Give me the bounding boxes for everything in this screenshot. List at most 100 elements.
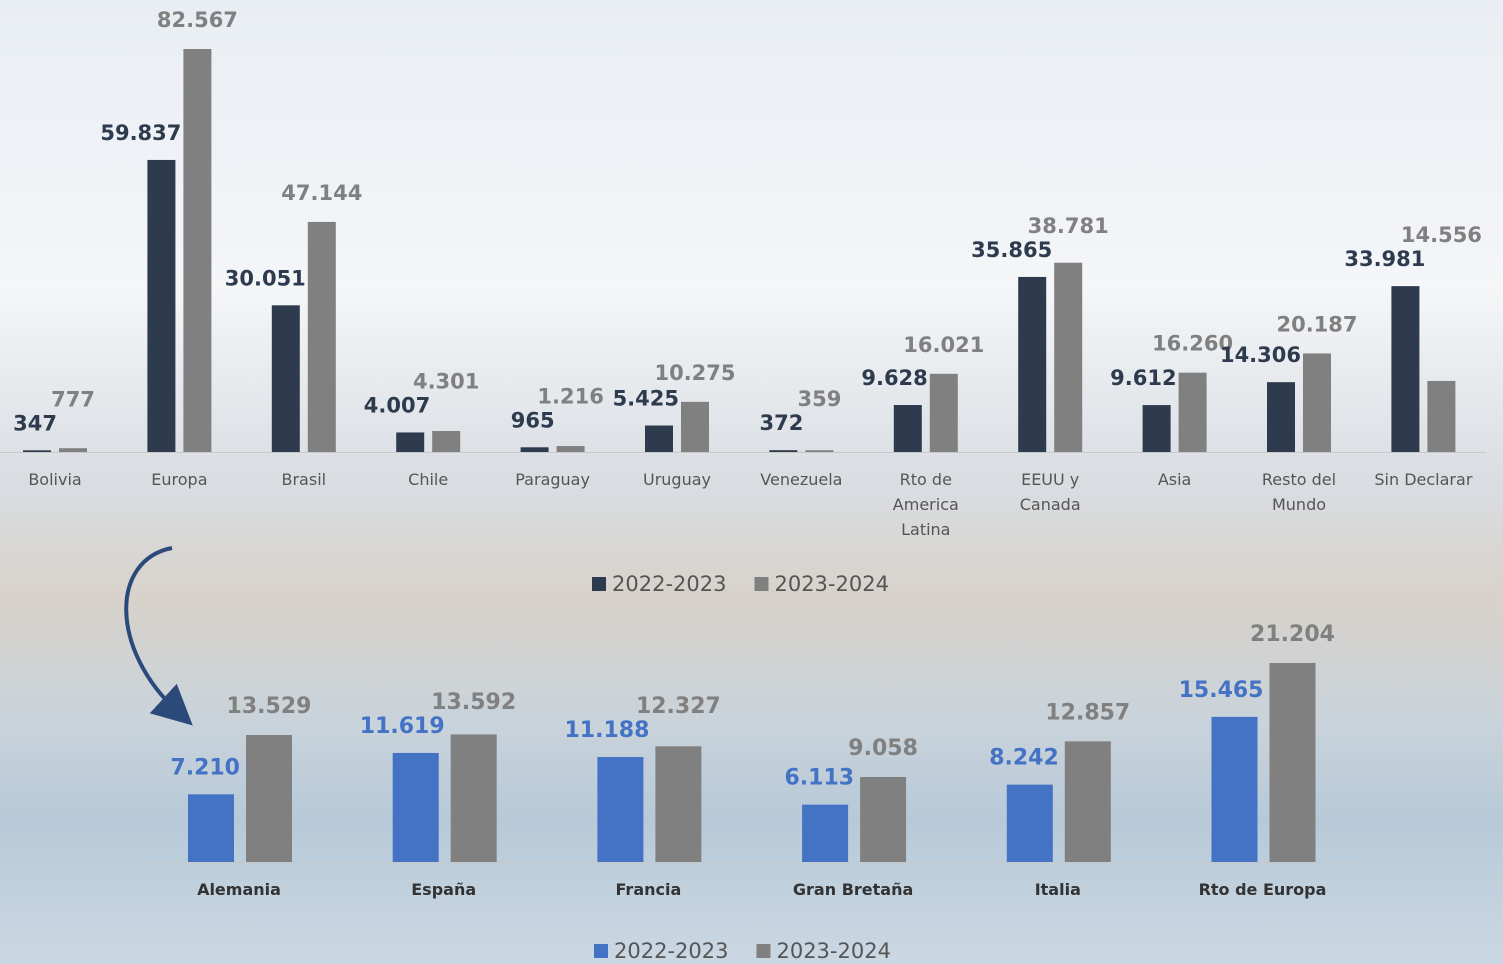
value-label: 12.857: [1045, 700, 1130, 725]
value-label: 7.210: [170, 755, 240, 780]
bar: [1427, 380, 1456, 452]
value-label: 47.144: [281, 181, 362, 205]
value-label: 1.216: [537, 384, 603, 408]
bar: [246, 735, 292, 862]
bar: [802, 804, 849, 862]
value-label: 777: [51, 387, 95, 411]
bar: [1054, 262, 1083, 452]
bar: [1142, 405, 1171, 452]
value-label: 14.556: [1401, 223, 1482, 247]
x-tick-label: Paraguay: [515, 470, 590, 489]
bar: [147, 159, 176, 452]
bar: [860, 776, 907, 862]
bar: [1178, 372, 1207, 452]
x-tick-label: Italia: [1034, 880, 1081, 899]
value-label: 30.051: [225, 266, 306, 290]
legend-swatch: [592, 577, 606, 591]
x-tick-label: Resto del Mundo: [1261, 470, 1337, 514]
bar: [392, 752, 439, 862]
legend-label: 2022-2023: [612, 572, 726, 596]
x-tick-label: Rto de Europa: [1198, 880, 1327, 899]
value-label: 347: [13, 411, 57, 435]
x-tick-label: Rto de America Latina: [892, 470, 959, 539]
legend-label: 2023-2024: [774, 572, 888, 596]
bar: [893, 405, 922, 452]
value-label: 372: [760, 411, 804, 435]
value-label: 16.021: [903, 333, 984, 357]
value-label: 20.187: [1276, 312, 1357, 336]
bar: [645, 425, 673, 452]
value-label: 11.188: [564, 718, 649, 743]
bar: [450, 734, 497, 862]
bar: [1267, 382, 1295, 452]
value-label: 9.628: [861, 366, 927, 390]
bar: [805, 450, 834, 452]
value-label: 35.865: [971, 238, 1052, 262]
legend-label: 2023-2024: [776, 939, 890, 963]
value-label: 16.260: [1152, 332, 1233, 356]
x-tick-label: Alemania: [197, 880, 281, 899]
x-tick-label: Francia: [615, 880, 682, 899]
bar: [1303, 353, 1331, 452]
value-label: 4.007: [364, 393, 430, 417]
value-label: 5.425: [613, 387, 679, 411]
arrow: [124, 546, 193, 726]
bar: [188, 794, 234, 862]
value-label: 9.058: [848, 736, 918, 761]
value-label: 6.113: [785, 766, 855, 791]
value-label: 359: [797, 387, 841, 411]
value-label: 12.327: [636, 694, 721, 719]
legend-swatch: [756, 944, 771, 958]
bar: [1064, 741, 1111, 862]
bar: [1211, 716, 1258, 862]
bar: [769, 450, 798, 452]
value-label: 965: [511, 408, 555, 432]
bar: [59, 448, 87, 452]
x-tick-label: Europa: [151, 470, 208, 489]
x-tick-label: Brasil: [281, 470, 327, 489]
bar: [655, 746, 702, 862]
x-tick-label: Gran Bretaña: [792, 880, 914, 899]
x-tick-label: Venezuela: [760, 470, 843, 489]
legend-label: 2022-2023: [614, 939, 728, 963]
bar: [1006, 784, 1053, 862]
bar: [1391, 286, 1420, 452]
value-label: 38.781: [1028, 214, 1109, 238]
bar: [1269, 663, 1316, 862]
x-tick-label: España: [411, 880, 477, 899]
legend-swatch: [594, 944, 608, 958]
value-label: 13.529: [227, 694, 312, 719]
bar: [23, 450, 51, 452]
x-tick-label: Uruguay: [643, 470, 711, 489]
value-label: 10.275: [654, 361, 735, 385]
value-label: 11.619: [360, 714, 445, 739]
bar: [271, 305, 300, 452]
value-label: 21.204: [1250, 622, 1335, 647]
value-label: 9.612: [1110, 366, 1176, 390]
value-label: 4.301: [413, 369, 479, 393]
bar: [1018, 276, 1047, 452]
bar: [520, 447, 549, 452]
x-tick-label: Sin Declarar: [1374, 470, 1473, 489]
bar: [307, 221, 336, 452]
x-tick-label: Asia: [1157, 470, 1192, 489]
value-label: 59.837: [100, 121, 181, 145]
bar: [929, 373, 958, 452]
bar: [396, 432, 425, 452]
x-tick-label: Chile: [408, 470, 449, 489]
value-label: 13.592: [431, 690, 516, 715]
bar: [597, 757, 644, 862]
bar: [556, 446, 585, 452]
value-label: 15.465: [1179, 678, 1264, 703]
value-label: 82.567: [157, 8, 238, 32]
x-tick-label: EEUU y Canada: [1019, 470, 1081, 514]
x-tick-label: Bolivia: [28, 470, 82, 489]
value-label: 8.242: [989, 746, 1059, 771]
bar: [183, 49, 212, 452]
value-label: 33.981: [1344, 247, 1425, 271]
legend-swatch: [754, 577, 769, 591]
bar: [681, 401, 709, 452]
value-label: 14.306: [1220, 343, 1301, 367]
